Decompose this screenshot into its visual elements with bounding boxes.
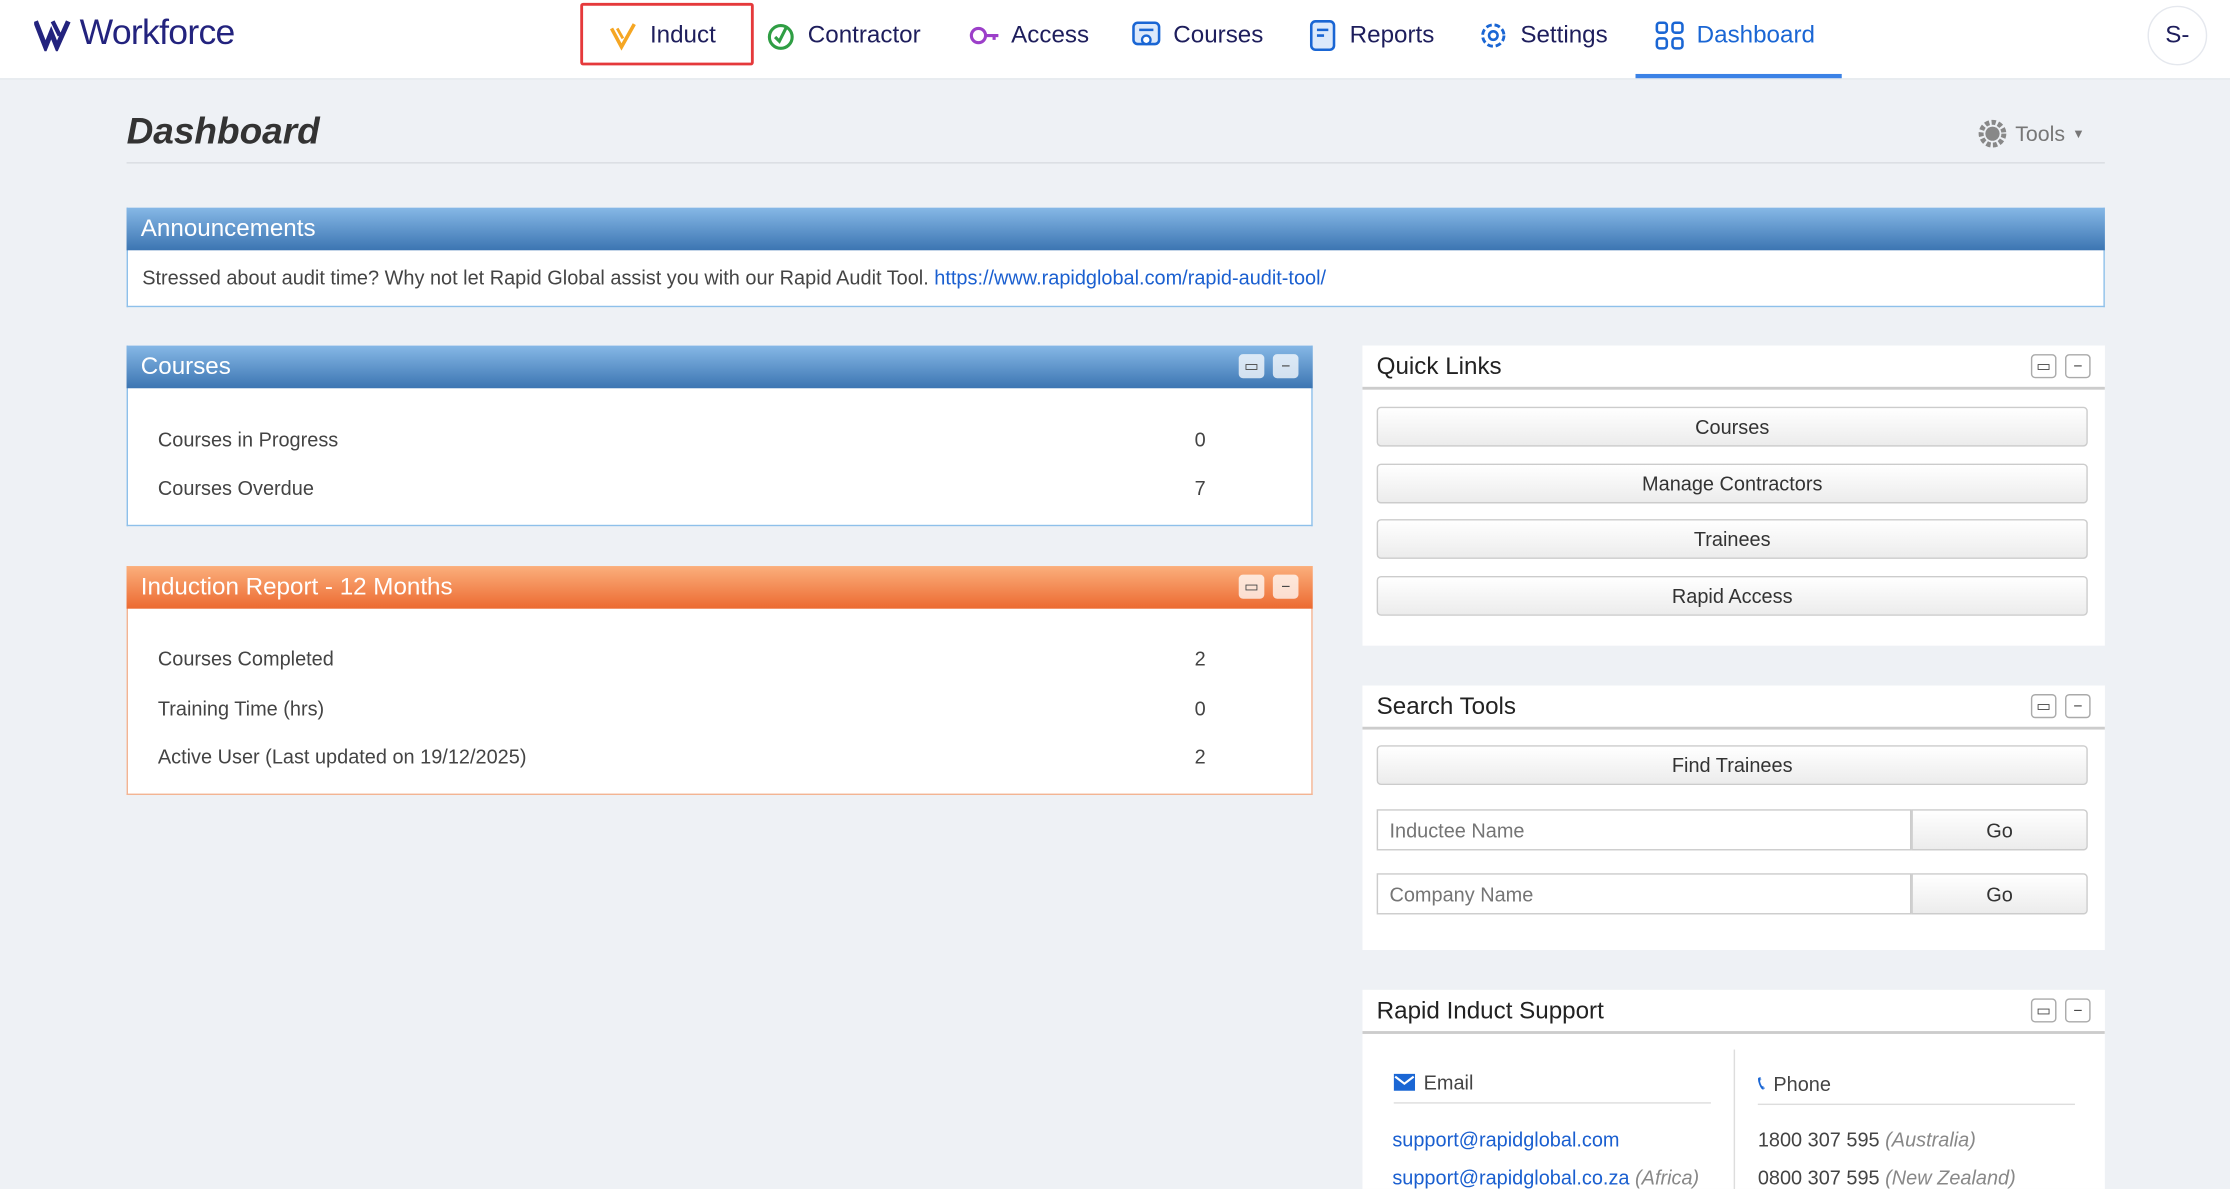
minimize-button[interactable]: − <box>2065 354 2091 379</box>
rapid-access-button[interactable]: Rapid Access <box>1376 575 2088 616</box>
gear-icon <box>1481 23 1506 48</box>
expand-button[interactable]: ▭ <box>2030 694 2057 719</box>
grid-icon <box>1655 21 1684 50</box>
certificate-icon <box>1132 21 1161 46</box>
nav-dashboard[interactable]: Dashboard <box>1654 0 1815 71</box>
row-label: Active User (Last updated on 19/12/2025) <box>157 745 527 768</box>
panel-title: Search Tools <box>1376 691 1517 719</box>
minimize-button[interactable]: − <box>2065 998 2091 1023</box>
announcement-body: Stressed about audit time? Why not let R… <box>128 250 2103 304</box>
phone-number: 1800 307 595 <box>1757 1127 1880 1151</box>
induct-check-icon <box>609 23 636 51</box>
search-tools-panel: Search Tools ▭− Find Trainees Go Go <box>1362 685 2105 951</box>
region-label: (Australia) <box>1885 1127 1976 1151</box>
key-icon <box>969 26 999 45</box>
active-tab-indicator <box>1635 73 1842 79</box>
row-label: Training Time (hrs) <box>157 696 325 720</box>
nav-access[interactable]: Access <box>969 0 1090 71</box>
divider <box>126 162 2105 164</box>
company-go-button[interactable]: Go <box>1911 873 2088 915</box>
caret-down-icon: ▼ <box>2072 126 2085 141</box>
top-nav: Workforce Induct Contractor Access Cours… <box>0 0 2230 80</box>
nav-label: Dashboard <box>1696 21 1815 49</box>
panel-title: Rapid Induct Support <box>1376 996 1604 1024</box>
trainees-button[interactable]: Trainees <box>1376 519 2088 559</box>
nav-induct[interactable]: Induct <box>607 0 716 71</box>
workforce-logo-icon <box>34 19 71 51</box>
report-icon <box>1309 20 1336 52</box>
audit-tool-link[interactable]: https://www.rapidglobal.com/rapid-audit-… <box>934 265 1327 289</box>
email-link[interactable]: support@rapidglobal.com <box>1392 1127 1620 1151</box>
row-value: 0 <box>1194 696 1206 720</box>
nav-label: Contractor <box>807 21 921 49</box>
company-name-input[interactable] <box>1376 873 1912 915</box>
gear-icon <box>1978 119 2007 148</box>
support-panel: Rapid Induct Support ▭ − Email 📞︎ Phone s… <box>1362 989 2105 1189</box>
row-value: 2 <box>1194 745 1206 768</box>
find-trainees-button[interactable]: Find Trainees <box>1376 745 2088 786</box>
nav-contractor[interactable]: Contractor <box>765 0 921 71</box>
panel-title: Induction Report - 12 Months <box>140 573 453 601</box>
tools-dropdown[interactable]: Tools ▼ <box>1977 118 2085 149</box>
row-label: Courses in Progress <box>157 428 339 451</box>
row-label: Courses Overdue <box>157 476 314 500</box>
nav-settings[interactable]: Settings <box>1478 0 1608 71</box>
row-value: 0 <box>1194 428 1206 451</box>
minimize-button[interactable]: − <box>2065 694 2091 719</box>
row-value: 7 <box>1194 476 1206 500</box>
logo-text: Workforce <box>79 12 236 53</box>
minimize-button[interactable]: − <box>1272 354 1299 379</box>
inductee-go-button[interactable]: Go <box>1911 809 2088 851</box>
page-title: Dashboard <box>126 109 320 153</box>
panel-title: Quick Links <box>1376 351 1502 380</box>
expand-button[interactable]: ▭ <box>2030 354 2057 379</box>
induction-report-panel: Induction Report - 12 Months ▭ − Courses … <box>126 566 1313 796</box>
tools-label: Tools <box>2015 121 2066 146</box>
induct-highlight <box>580 2 754 66</box>
nav-label: Settings <box>1520 21 1608 49</box>
region-label: (Africa) <box>1635 1166 1700 1189</box>
expand-button[interactable]: ▭ <box>1238 354 1265 379</box>
inductee-name-input[interactable] <box>1376 809 1912 851</box>
row-label: Courses Completed <box>157 647 334 670</box>
minimize-button[interactable]: − <box>1272 574 1299 599</box>
courses-panel: Courses ▭ − Courses in Progress 0 Courses… <box>126 345 1313 527</box>
envelope-icon <box>1393 1073 1416 1091</box>
avatar[interactable]: S- <box>2147 5 2208 66</box>
phone-heading: 📞︎ Phone <box>1757 1070 2075 1106</box>
phone-number: 0800 307 595 <box>1757 1166 1880 1189</box>
courses-link-button[interactable]: Courses <box>1376 406 2088 447</box>
contractor-badge-icon <box>767 24 794 50</box>
logo[interactable]: Workforce <box>34 12 236 54</box>
announcement-text: Stressed about audit time? Why not let R… <box>142 265 929 289</box>
nav-reports[interactable]: Reports <box>1307 0 1434 71</box>
announcements-panel: Announcements Stressed about audit time?… <box>126 207 2105 308</box>
nav-label: Courses <box>1173 21 1264 49</box>
row-value: 2 <box>1194 647 1206 670</box>
quick-links-panel: Quick Links ▭ − Courses Manage Contractor… <box>1362 345 2105 646</box>
panel-title: Courses <box>140 352 231 380</box>
nav-courses[interactable]: Courses <box>1131 0 1264 71</box>
email-link[interactable]: support@rapidglobal.co.za <box>1392 1166 1630 1189</box>
manage-contractors-button[interactable]: Manage Contractors <box>1376 463 2088 504</box>
nav-label: Access <box>1011 21 1090 49</box>
panel-title: Announcements <box>126 207 2105 251</box>
expand-button[interactable]: ▭ <box>2030 998 2057 1023</box>
nav-label: Reports <box>1349 21 1435 49</box>
nav-label: Induct <box>649 21 716 49</box>
email-heading: Email <box>1393 1071 1711 1104</box>
region-label: (New Zealand) <box>1885 1166 2016 1189</box>
expand-button[interactable]: ▭ <box>1238 574 1265 599</box>
column-divider <box>1733 1049 1736 1189</box>
phone-icon: 📞︎ <box>1757 1070 1765 1094</box>
